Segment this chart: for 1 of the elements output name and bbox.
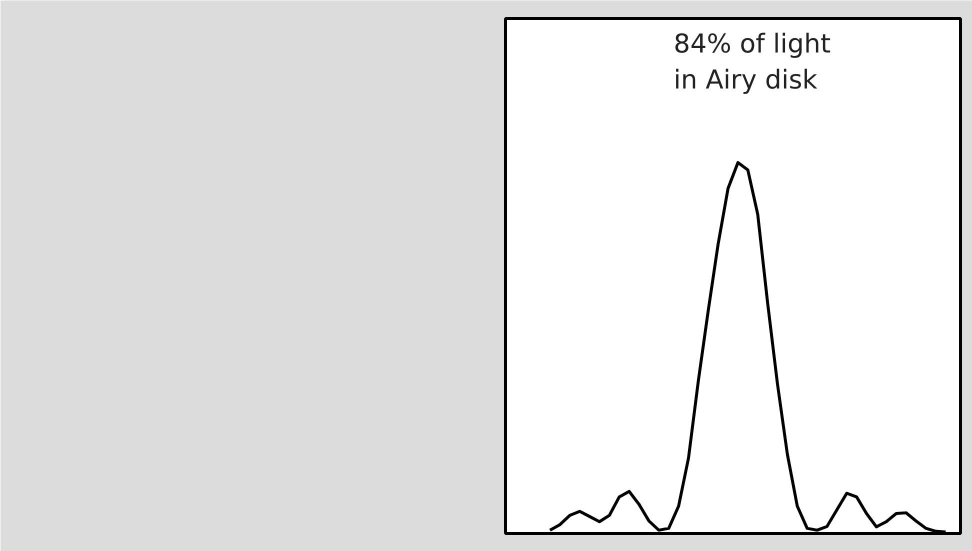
text: 84% of light in Airy disk: [674, 30, 831, 96]
